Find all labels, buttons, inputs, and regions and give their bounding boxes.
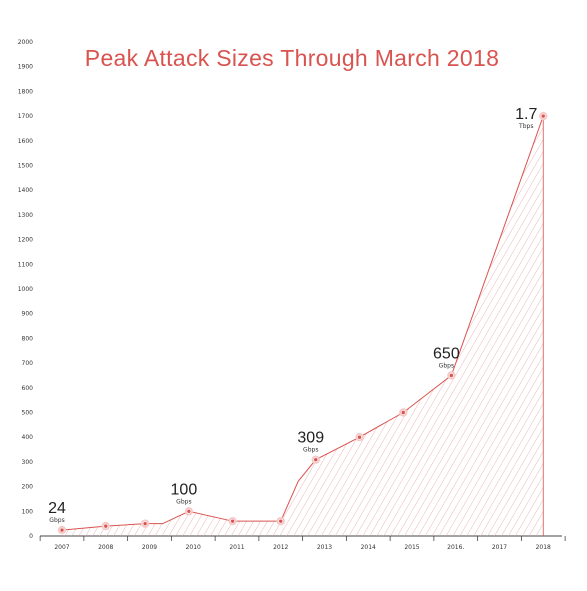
data-label-unit: Gbps (49, 517, 64, 524)
data-point (539, 111, 548, 121)
y-tick-label: 300 (22, 459, 34, 466)
plot-area (57, 111, 548, 536)
data-label-value: 650 (433, 345, 460, 362)
point-dot (400, 410, 406, 415)
data-point (184, 507, 194, 516)
y-tick-label: 1700 (18, 113, 33, 120)
point-dot (449, 373, 454, 378)
y-tick-label: 1000 (18, 286, 33, 293)
point-dot (278, 518, 284, 524)
y-tick-label: 1300 (18, 212, 33, 219)
data-point (311, 455, 320, 464)
x-tick-label: 2011 (229, 544, 244, 551)
y-tick-label: 1500 (18, 163, 33, 170)
data-label-value: 24 (48, 500, 66, 517)
data-label-value: 309 (297, 430, 324, 447)
point-dot (142, 521, 148, 526)
x-tick-label: 2013 (317, 544, 332, 551)
point-dot (59, 527, 65, 533)
chart-title: Peak Attack Sizes Through March 2018 (85, 45, 499, 71)
x-tick-label: 2018 (536, 544, 551, 551)
data-point (276, 516, 285, 526)
x-tick-label: 2015 (404, 544, 419, 551)
data-point (228, 516, 237, 526)
y-tick-label: 1600 (18, 138, 33, 145)
y-tick-label: 900 (22, 311, 34, 318)
point-dot (103, 523, 109, 529)
data-label-unit: Tbps (518, 123, 533, 130)
data-label-value: 1.7 (515, 106, 537, 123)
point-dot (313, 457, 319, 462)
y-tick-label: 200 (22, 484, 34, 491)
data-label-unit: Gbps (303, 447, 318, 454)
data-point (140, 519, 150, 528)
x-tick-label: 2007 (54, 544, 69, 551)
x-tick-label: 2012 (273, 544, 288, 551)
x-tick-label: 2008 (98, 544, 113, 551)
x-axis: 2007 2008 2009 2010 2011 2012 2013 2014 2015 2016… (39, 535, 566, 551)
x-tick-label: 2014 (361, 544, 376, 551)
data-point (447, 371, 456, 380)
data-label-unit: Gbps (439, 362, 454, 369)
x-tick-label: 2010 (186, 544, 201, 551)
y-tick-label: 0 (29, 533, 33, 540)
x-tick-label: 2016. (447, 544, 464, 551)
y-tick-label: 1200 (18, 237, 33, 244)
y-tick-label: 100 (22, 508, 34, 515)
y-tick-label: 1100 (18, 261, 33, 268)
y-tick-label: 1400 (18, 187, 33, 194)
x-tick-label: 2009 (142, 544, 157, 551)
y-axis: 0 100 200 300 400 500 600 700 800 900 1000 1100 1200… (18, 39, 33, 540)
data-label-unit: Gbps (176, 498, 191, 505)
area-fill (62, 116, 544, 536)
data-point (101, 521, 110, 531)
y-tick-label: 400 (22, 434, 34, 441)
y-tick-label: 2000 (18, 39, 33, 46)
y-tick-label: 800 (22, 335, 34, 342)
data-point (57, 525, 67, 535)
data-label-value: 100 (171, 481, 198, 498)
y-tick-label: 700 (22, 360, 34, 367)
point-dot (230, 518, 235, 524)
y-tick-label: 1900 (18, 64, 33, 71)
point-dot (186, 508, 192, 514)
x-tick-label: 2017 (492, 544, 507, 551)
point-dot (357, 434, 362, 440)
y-tick-label: 600 (22, 385, 34, 392)
data-point (399, 408, 408, 417)
point-dot (540, 113, 546, 119)
y-tick-label: 500 (22, 410, 34, 417)
data-point (355, 433, 364, 442)
y-tick-label: 1800 (18, 88, 33, 95)
